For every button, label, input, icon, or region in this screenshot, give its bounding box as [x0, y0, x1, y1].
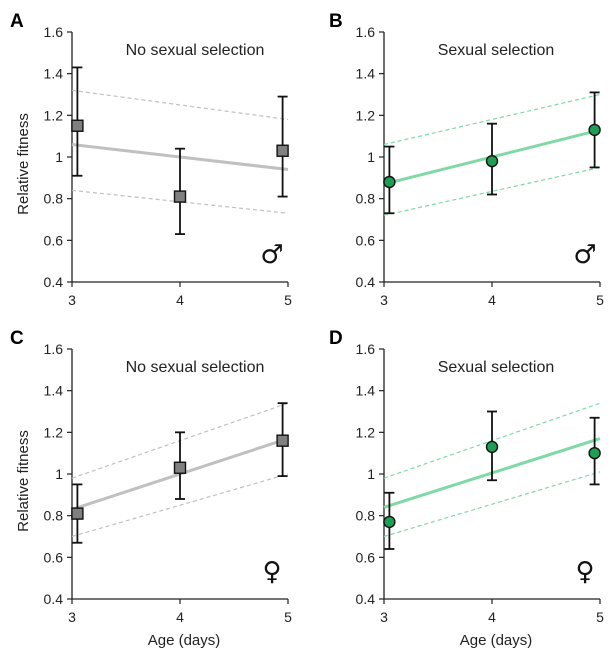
panel-b-y-tick-label: 0.4 — [356, 274, 376, 290]
panel-b-letter: B — [329, 11, 343, 32]
panel-d-ci-lower-line — [383, 471, 601, 538]
panel-c-data-point — [71, 507, 84, 520]
panel-b-x-tick-label: 3 — [380, 292, 388, 308]
panel-d-x-tick-label: 5 — [596, 609, 604, 625]
panel-c-y-tick-label: 1.4 — [44, 383, 64, 399]
panel-c-x-tick-label: 4 — [176, 609, 184, 625]
panel-c-y-tick-label: 0.6 — [44, 549, 64, 565]
panel-a-y-tick-label: 1.6 — [44, 24, 64, 40]
panel-c: C No sexual selection Relative fitness ♀… — [10, 328, 282, 649]
panel-c-y-tick-label: 1 — [55, 466, 63, 482]
panel-a-x-tick-label: 4 — [176, 292, 184, 308]
panel-a-y-tick-label: 0.4 — [44, 274, 64, 290]
panel-a-data-point — [71, 119, 84, 132]
panel-c-letter: C — [10, 328, 24, 349]
panel-b-y-tick-label: 1.4 — [356, 66, 376, 82]
panel-d-x-axis-label: Age (days) — [460, 632, 533, 649]
panel-a-y-axis-label: Relative fitness — [15, 113, 32, 215]
panel-a-x-tick-label: 5 — [284, 292, 292, 308]
panel-c-y-tick-label: 1.6 — [44, 341, 64, 357]
panel-c-y-tick-label: 0.4 — [44, 591, 64, 607]
panel-d-title: Sexual selection — [438, 359, 555, 376]
panel-c-y-axis-label: Relative fitness — [15, 430, 32, 532]
panel-b-title: Sexual selection — [438, 42, 555, 59]
panel-a-y-tick-label: 0.8 — [44, 191, 64, 207]
panel-c-y-tick-label: 0.8 — [44, 508, 64, 524]
panel-c-ci-lower-line — [71, 473, 289, 538]
panel-d: D Sexual selection ♀ Age (days) — [329, 328, 595, 649]
panel-b: B Sexual selection ♂ — [329, 11, 597, 270]
panel-c-plot: 0.4 0.6 0.8 1 1.2 1.4 1.6 3 4 5 — [44, 341, 293, 625]
panel-b-male-symbol: ♂ — [573, 240, 596, 270]
panel-a-x-tick-label: 3 — [68, 292, 76, 308]
panel-d-letter: D — [329, 328, 343, 349]
panel-d-y-tick-label: 0.8 — [356, 508, 376, 524]
panel-d-y-tick-label: 0.4 — [356, 591, 376, 607]
panel-d-data-point — [485, 440, 499, 454]
panel-b-x-tick-label: 4 — [488, 292, 496, 308]
panel-b-data-point — [588, 123, 601, 137]
panel-b-x-tick-label: 5 — [596, 292, 604, 308]
panel-b-data-point — [485, 154, 499, 168]
panel-d-x-tick-label: 3 — [380, 609, 388, 625]
panel-b-ci-lower-line — [383, 166, 601, 216]
panel-b-data-point — [383, 175, 396, 189]
panel-c-y-tick-label: 1.2 — [44, 424, 64, 440]
panel-b-y-tick-label: 1.6 — [356, 24, 376, 40]
panel-d-female-symbol: ♀ — [575, 557, 594, 587]
panel-d-y-tick-label: 1.4 — [356, 383, 376, 399]
panel-b-y-tick-label: 1 — [367, 149, 375, 165]
panel-a-title: No sexual selection — [126, 42, 265, 59]
panel-a-y-tick-label: 1.4 — [44, 66, 64, 82]
panel-c-title: No sexual selection — [126, 359, 265, 376]
panel-b-y-tick-label: 1.2 — [356, 107, 376, 123]
panel-c-x-tick-label: 5 — [284, 609, 292, 625]
panel-d-y-tick-label: 0.6 — [356, 549, 376, 565]
panel-a-y-tick-label: 1 — [55, 149, 63, 165]
panel-c-x-axis-label: Age (days) — [148, 632, 221, 649]
panel-d-plot: 0.4 0.6 0.8 1 1.2 1.4 1.6 3 4 5 — [356, 341, 605, 625]
panel-b-plot: 0.4 0.6 0.8 1 1.2 1.4 1.6 3 4 5 — [356, 24, 605, 308]
panel-d-x-tick-label: 4 — [488, 609, 496, 625]
panel-a-y-tick-label: 0.6 — [44, 232, 64, 248]
panel-d-y-tick-label: 1.2 — [356, 424, 376, 440]
panel-a-plot: 0.4 0.6 0.8 1 1.2 1.4 1.6 3 4 5 — [44, 24, 293, 308]
panel-a-letter: A — [10, 11, 24, 32]
panel-b-y-tick-label: 0.6 — [356, 232, 376, 248]
panel-c-female-symbol: ♀ — [262, 557, 281, 587]
panel-a-data-point — [173, 190, 187, 203]
panel-a-y-tick-label: 1.2 — [44, 107, 64, 123]
panel-a: A No sexual selection Relative fitness ♂ — [10, 11, 284, 270]
panel-c-data-point — [276, 434, 289, 447]
panel-a-data-point — [276, 144, 289, 157]
panel-a-male-symbol: ♂ — [260, 240, 283, 270]
panel-d-y-tick-label: 1 — [367, 466, 375, 482]
panel-d-y-tick-label: 1.6 — [356, 341, 376, 357]
panel-b-y-tick-label: 0.8 — [356, 191, 376, 207]
panel-d-data-point — [588, 446, 601, 460]
panel-c-data-point — [173, 461, 187, 474]
panel-b-ci-upper-line — [383, 93, 601, 146]
panel-d-data-point — [383, 515, 396, 529]
panel-c-x-tick-label: 3 — [68, 609, 76, 625]
panel-a-ci-upper-line — [71, 89, 289, 121]
